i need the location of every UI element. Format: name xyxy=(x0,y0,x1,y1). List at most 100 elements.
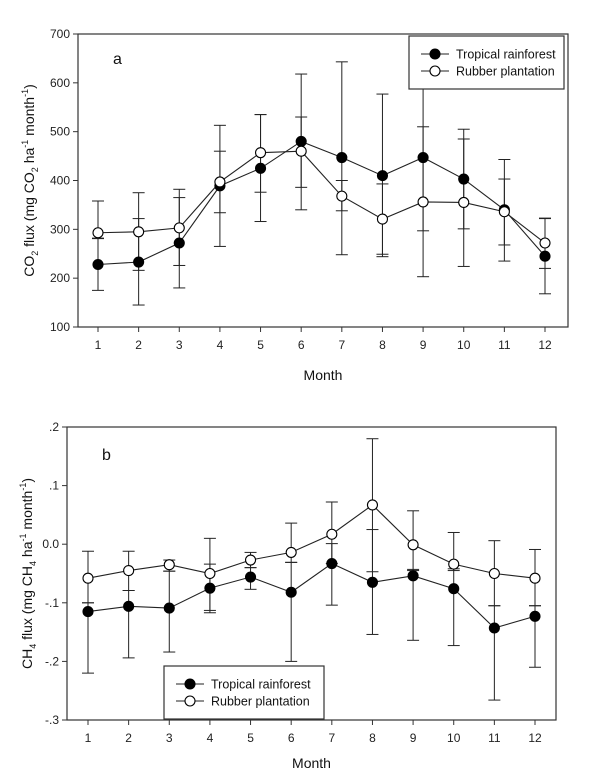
y-axis-title-part: -1 xyxy=(18,483,28,491)
legend-marker-open xyxy=(184,695,196,707)
x-tick-label: 7 xyxy=(338,338,345,352)
data-point-open xyxy=(336,190,348,202)
data-point-filled xyxy=(366,576,379,588)
y-axis-title-part: flux (mg CO xyxy=(21,172,37,251)
panel-label: a xyxy=(113,51,122,68)
data-point-filled xyxy=(417,151,429,164)
legend: Tropical rainforest Rubber plantation xyxy=(163,665,325,720)
y-axis-title-part: ha xyxy=(19,541,35,561)
x-tick-label: 5 xyxy=(247,731,254,745)
legend-label: Tropical rainforest xyxy=(211,678,311,692)
y-axis-title-part: flux (mg CH xyxy=(19,566,35,644)
data-point-open xyxy=(173,222,185,234)
y-axis-title-part: ha xyxy=(21,148,37,168)
series-line xyxy=(97,150,546,244)
data-point-filled xyxy=(82,606,94,618)
y-tick-label: 700 xyxy=(50,27,70,41)
x-tick-label: 1 xyxy=(85,731,92,745)
data-point-filled xyxy=(123,600,135,612)
data-point-filled xyxy=(529,610,541,622)
data-point-filled xyxy=(254,162,267,174)
y-tick-label: -.1 xyxy=(45,596,59,610)
x-tick-label: 8 xyxy=(379,338,386,352)
legend-label: Rubber plantation xyxy=(456,65,555,79)
data-point-filled xyxy=(163,602,175,614)
data-point-filled xyxy=(204,582,216,594)
y-axis-title-part: month xyxy=(21,97,37,140)
data-point-open xyxy=(448,558,460,570)
data-point-filled xyxy=(173,237,185,249)
data-point-filled xyxy=(539,250,551,262)
y-axis-title-part: 4 xyxy=(28,644,38,649)
x-tick-label: 11 xyxy=(498,338,511,352)
legend-label: Tropical rainforest xyxy=(456,48,556,62)
y-axis-title-part: 4 xyxy=(28,561,38,566)
legend-box xyxy=(408,35,565,90)
series-line xyxy=(87,562,536,629)
x-axis-title: Month xyxy=(304,367,343,383)
x-tick-label: 8 xyxy=(369,731,376,745)
legend-label: Rubber plantation xyxy=(211,695,310,709)
y-tick-label: 100 xyxy=(50,320,70,334)
y-tick-label: 600 xyxy=(50,76,70,90)
x-tick-label: 2 xyxy=(135,338,142,352)
y-axis-title-part: ) xyxy=(19,478,35,483)
y-tick-label: .1 xyxy=(49,479,59,493)
data-point-filled xyxy=(92,258,104,271)
y-tick-label: 500 xyxy=(50,125,70,139)
data-point-open xyxy=(326,528,338,540)
data-point-open xyxy=(82,572,94,584)
series-line xyxy=(87,504,536,579)
data-point-open xyxy=(133,226,145,238)
legend-marker-open xyxy=(429,65,441,77)
y-axis-title: CO2 flux (mg CO2 ha-1 month-1) xyxy=(20,84,40,277)
data-point-open xyxy=(254,147,267,159)
x-tick-label: 10 xyxy=(457,338,471,352)
x-tick-label: 4 xyxy=(217,338,224,352)
x-tick-label: 9 xyxy=(410,731,417,745)
data-point-open xyxy=(407,539,419,551)
data-point-open xyxy=(539,237,551,249)
y-axis-title-part: 2 xyxy=(30,167,40,172)
legend-marker-filled xyxy=(429,48,441,60)
x-tick-label: 1 xyxy=(95,338,102,352)
data-point-filled xyxy=(295,135,307,147)
y-axis-title-part: 2 xyxy=(30,251,40,256)
data-point-filled xyxy=(336,151,348,164)
data-point-open xyxy=(488,567,500,580)
y-axis-title-part: -1 xyxy=(20,140,30,148)
data-point-open xyxy=(285,546,297,558)
x-tick-label: 12 xyxy=(528,731,542,745)
x-tick-label: 6 xyxy=(288,731,295,745)
y-axis-title-part: ) xyxy=(21,84,37,89)
data-point-open xyxy=(295,145,307,157)
x-tick-label: 11 xyxy=(488,731,501,745)
series-rubber-plantation xyxy=(82,438,541,611)
data-point-filled xyxy=(458,173,470,185)
data-point-filled xyxy=(448,583,460,595)
data-point-filled xyxy=(488,622,500,634)
data-point-open xyxy=(244,554,257,566)
data-point-open xyxy=(214,176,226,188)
y-tick-label: -.3 xyxy=(45,713,59,727)
panel-b-ch4-flux: -.3-.2-.10.0.1.21 2 3 4 5 6 7 8 9 10 11 12MonthCH4 … xyxy=(18,420,557,771)
x-axis-title: Month xyxy=(292,755,331,771)
y-axis-title-part: -1 xyxy=(18,533,28,541)
y-axis-title-part: month xyxy=(19,491,35,534)
x-tick-label: 4 xyxy=(207,731,214,745)
data-point-filled xyxy=(244,571,257,583)
panel-label: b xyxy=(102,447,111,464)
x-tick-label: 7 xyxy=(328,731,335,745)
y-tick-label: 0.0 xyxy=(42,537,59,551)
y-tick-label: 300 xyxy=(50,222,70,236)
data-point-filled xyxy=(376,170,389,182)
data-point-open xyxy=(163,559,175,571)
plot-frame xyxy=(66,426,557,721)
y-tick-label: .2 xyxy=(49,420,59,434)
y-axis-title-part: CO xyxy=(21,256,37,277)
data-point-filled xyxy=(285,586,297,598)
y-tick-label: 400 xyxy=(50,174,70,188)
y-axis-title-part: CH xyxy=(19,649,35,669)
x-tick-label: 6 xyxy=(298,338,305,352)
legend-marker-filled xyxy=(184,678,196,690)
